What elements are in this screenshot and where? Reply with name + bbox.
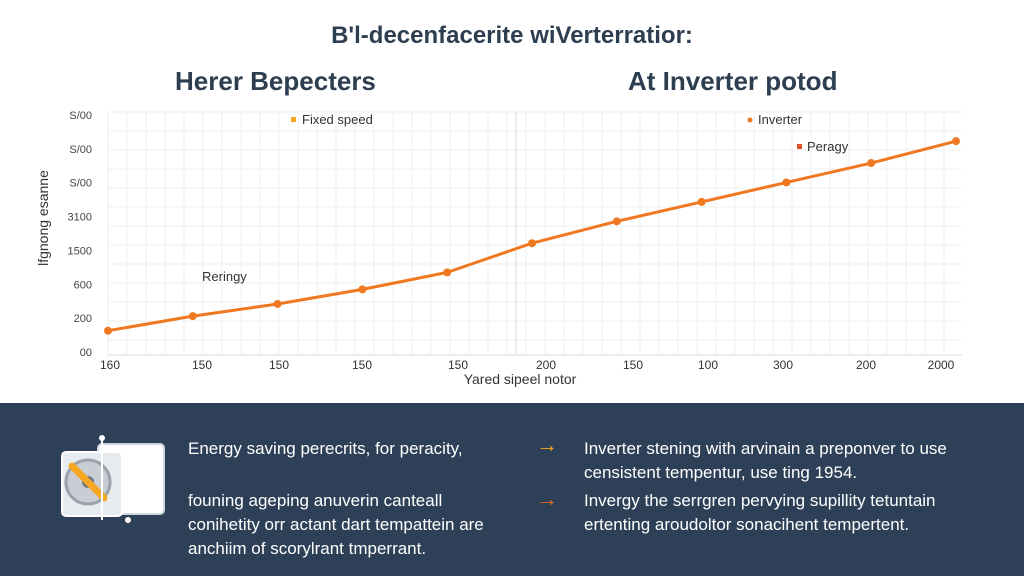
data-point [867, 159, 876, 168]
data-point [782, 178, 791, 187]
arrow-right-icon: → [536, 486, 558, 511]
x-tick-label: 200 [856, 358, 876, 372]
x-tick-label: 300 [773, 358, 793, 372]
y-tick-label: 1500 [68, 245, 92, 257]
x-axis-label: Yared sipeel notor [464, 371, 577, 387]
bottom-text-2a: founing ageping anuverin canteall [188, 491, 443, 510]
annotation-inverter: Inverter [758, 112, 803, 127]
info-panel [0, 403, 1024, 576]
bottom-text-5: Invergy the serrgren pervying supillity … [584, 491, 936, 534]
legend-marker [291, 117, 296, 122]
x-tick-label: 100 [698, 358, 718, 372]
x-tick-label: 200 [536, 358, 556, 372]
data-point [443, 268, 452, 277]
annotation-reringy: Reringy [202, 269, 247, 284]
x-tick-label: 150 [448, 358, 468, 372]
y-axis-label: lfgnong esanne [35, 170, 51, 266]
data-point [697, 197, 706, 206]
grid [107, 111, 962, 355]
y-tick-label: 200 [74, 313, 92, 325]
bottom-text-4: Inverter stening with arvinain a preponv… [584, 439, 947, 482]
y-tick-label: S/00 [69, 144, 92, 156]
chart-title: B'l-decenfacerite wiVerterratior: [331, 22, 693, 49]
data-point [358, 285, 367, 294]
y-tick-label: S/00 [69, 178, 92, 190]
x-tick-label: 150 [192, 358, 212, 372]
right-heading: At Inverter potod [628, 66, 838, 96]
x-tick-label: 160 [100, 358, 120, 372]
x-tick-label: 150 [352, 358, 372, 372]
annotation-peragy: Peragy [807, 139, 849, 154]
x-tick-label: 2000 [928, 358, 955, 372]
data-point [104, 326, 112, 335]
y-tick-label: S/00 [69, 110, 92, 122]
y-tick-label: 00 [80, 347, 92, 359]
bottom-text-3: conihetity orr actant dart tempattein ar… [188, 515, 484, 558]
arrow-right-icon: → [536, 432, 558, 457]
x-tick-label: 150 [269, 358, 289, 372]
legend-marker [797, 144, 802, 149]
y-tick-label: 3100 [68, 212, 92, 224]
data-point [952, 137, 960, 146]
inverter-ac-unit-icon [61, 435, 165, 523]
bottom-text-1: Energy saving perecrits, for peracity, [188, 439, 463, 458]
x-tick-label: 150 [623, 358, 643, 372]
left-heading: Herer Bepecters [175, 66, 376, 96]
y-tick-label: 600 [74, 279, 92, 291]
data-point [188, 312, 197, 321]
data-point [528, 239, 536, 248]
data-point [273, 299, 282, 308]
line-chart: S/00 S/00 S/00 3100 1500 600 200 00 160 150 150 150… [35, 110, 962, 387]
bottom-text-2: founing ageping anuverin canteall conihe… [188, 489, 518, 561]
annotation-fixed-speed: Fixed speed [302, 112, 373, 127]
legend-marker [747, 117, 753, 123]
data-point [612, 217, 621, 226]
